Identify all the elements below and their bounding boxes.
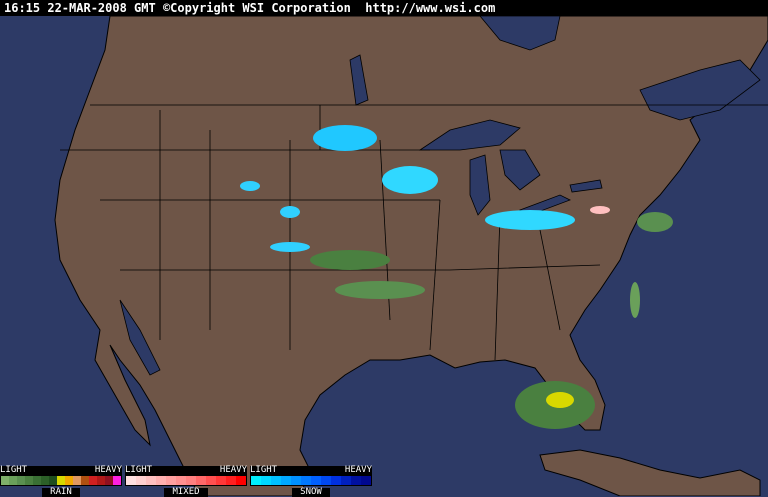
legend-swatch bbox=[216, 476, 226, 485]
legend-swatch bbox=[57, 476, 65, 485]
lake-michigan bbox=[469, 154, 491, 216]
legend-swatch bbox=[81, 476, 89, 485]
legend-heavy-label: HEAVY bbox=[219, 465, 247, 475]
legend-swatch bbox=[301, 476, 311, 485]
legend-swatch bbox=[73, 476, 81, 485]
legend-color-bar bbox=[250, 475, 372, 486]
timestamp: 16:15 22-MAR-2008 GMT bbox=[4, 1, 156, 15]
radar-echoes bbox=[240, 125, 673, 429]
legend-swatch bbox=[331, 476, 341, 485]
legend-heavy-label: HEAVY bbox=[344, 465, 372, 475]
gulf-of-california bbox=[119, 299, 161, 376]
legend-swatch bbox=[156, 476, 166, 485]
legend-name: MIXED bbox=[164, 488, 208, 497]
legend-swatch bbox=[49, 476, 57, 485]
legend-rain: LIGHT HEAVY RAIN bbox=[0, 466, 122, 497]
legend-swatch bbox=[271, 476, 281, 485]
copyright: ©Copyright WSI Corporation bbox=[162, 1, 351, 15]
legend-color-bar bbox=[0, 475, 122, 486]
legend-swatch bbox=[236, 476, 246, 485]
legend-swatch bbox=[186, 476, 196, 485]
legend-swatch bbox=[126, 476, 136, 485]
legend-swatch bbox=[65, 476, 73, 485]
legend-swatch bbox=[321, 476, 331, 485]
lake-ontario bbox=[569, 179, 603, 193]
legend-swatch bbox=[41, 476, 49, 485]
legend-swatch bbox=[136, 476, 146, 485]
lake-superior bbox=[418, 119, 521, 151]
legend-swatch bbox=[97, 476, 105, 485]
legend-name: SNOW bbox=[292, 488, 330, 497]
legend-swatch bbox=[146, 476, 156, 485]
legend-swatch bbox=[261, 476, 271, 485]
cuba-land bbox=[539, 449, 761, 496]
legend-swatch bbox=[89, 476, 97, 485]
legend-swatch bbox=[25, 476, 33, 485]
legend-swatch bbox=[105, 476, 113, 485]
legend-mixed: LIGHT HEAVY MIXED bbox=[125, 466, 247, 497]
legend-swatch bbox=[351, 476, 361, 485]
legend-swatch bbox=[251, 476, 261, 485]
legend-swatch bbox=[166, 476, 176, 485]
legend-swatch bbox=[196, 476, 206, 485]
legend-swatch bbox=[291, 476, 301, 485]
legend-snow: LIGHT HEAVY SNOW bbox=[250, 466, 372, 497]
url-link[interactable]: http://www.wsi.com bbox=[365, 1, 496, 15]
legend-swatch bbox=[311, 476, 321, 485]
legend-light-label: LIGHT bbox=[250, 465, 278, 475]
legend-light-label: LIGHT bbox=[0, 465, 28, 475]
legend-swatch bbox=[361, 476, 371, 485]
legend-swatch bbox=[113, 476, 121, 485]
legend-swatch bbox=[226, 476, 236, 485]
legend-heavy-label: HEAVY bbox=[94, 465, 122, 475]
legend-swatch bbox=[17, 476, 25, 485]
legend-swatch bbox=[341, 476, 351, 485]
legend-swatch bbox=[176, 476, 186, 485]
legend-name: RAIN bbox=[42, 488, 80, 497]
legend-swatch bbox=[1, 476, 9, 485]
legend-swatch bbox=[206, 476, 216, 485]
state-borders bbox=[60, 104, 768, 361]
header-bar: 16:15 22-MAR-2008 GMT ©Copyright WSI Cor… bbox=[0, 0, 768, 16]
lake-huron bbox=[499, 149, 541, 191]
north-america-land bbox=[54, 15, 768, 496]
legend-color-bar bbox=[125, 475, 247, 486]
legend-light-label: LIGHT bbox=[125, 465, 153, 475]
legend-swatch bbox=[33, 476, 41, 485]
hudson-bay bbox=[479, 15, 561, 51]
lake-winnipeg bbox=[349, 54, 369, 106]
legend-swatch bbox=[281, 476, 291, 485]
legend-swatch bbox=[9, 476, 17, 485]
